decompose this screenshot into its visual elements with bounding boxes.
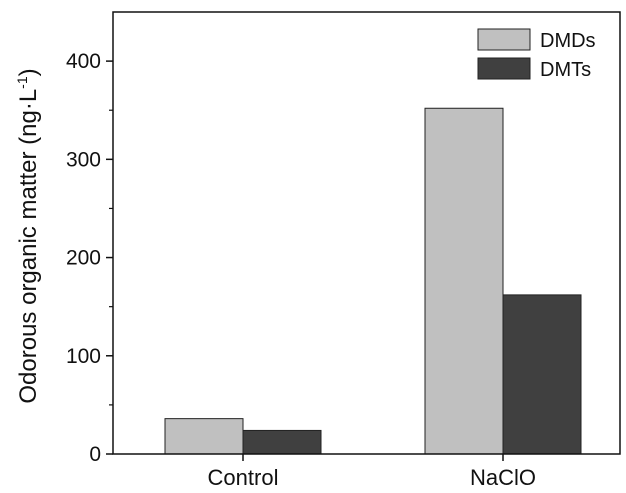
y-tick-label-100: 100 [66, 345, 101, 368]
bar-dmds-naclo [424, 107, 504, 455]
x-tick-label-naclo: NaClO [470, 465, 536, 490]
plot-area: 0 100 200 300 400 Control NaClO [66, 11, 621, 490]
bar-dmts-control [242, 429, 322, 455]
legend-label-dmds: DMDs [540, 30, 596, 52]
legend: DMDs DMTs [477, 28, 596, 81]
y-axis-title-close: ) [15, 68, 42, 76]
y-axis-title: Odorous organic matter (ng·L-1) [14, 68, 42, 403]
y-tick-label-200: 200 [66, 247, 101, 270]
y-axis-unit-superscript: -1 [14, 76, 30, 89]
bar-dmts-naclo [502, 294, 582, 455]
legend-swatch-dmts [477, 57, 531, 80]
y-tick-label-300: 300 [66, 148, 101, 171]
legend-label-dmts: DMTs [540, 59, 591, 81]
bar-dmds-control [164, 418, 244, 455]
y-tick-label-400: 400 [66, 50, 101, 73]
y-tick-label-0: 0 [89, 443, 101, 466]
x-tick-label-control: Control [208, 465, 279, 490]
legend-swatch-dmds [477, 28, 531, 51]
plot-frame [112, 11, 621, 455]
